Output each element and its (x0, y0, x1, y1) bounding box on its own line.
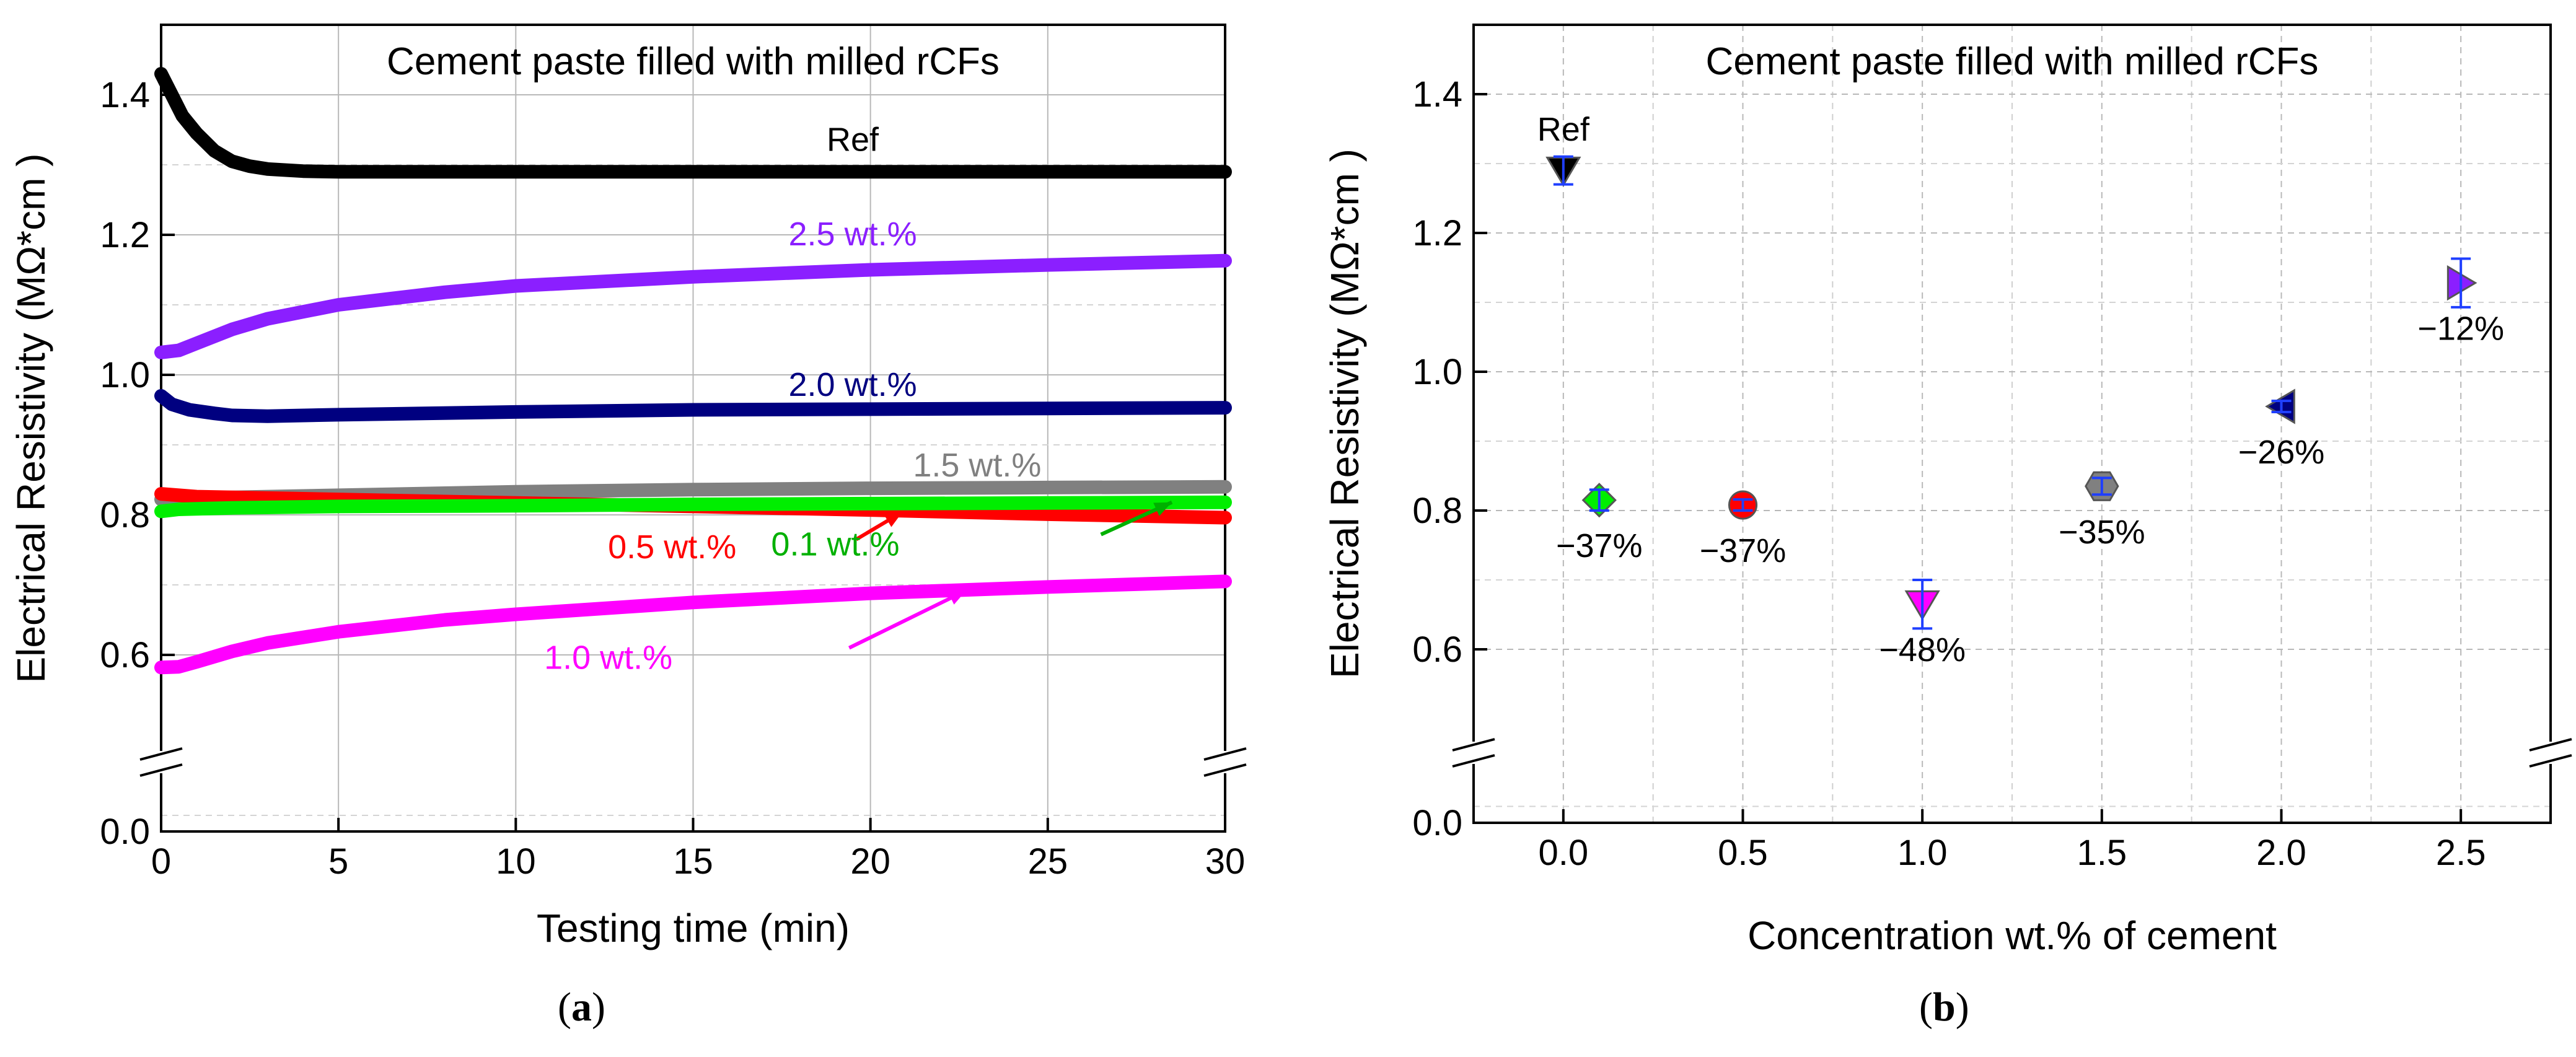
grid-b (1473, 24, 2551, 823)
y-tick-label: 1.2 (100, 215, 150, 255)
x-axis-label: Concentration wt.% of cement (1747, 913, 2277, 958)
chart-title: Cement paste filled with milled rCFs (387, 40, 1000, 83)
series-line-0-1-wt- (154, 495, 1232, 519)
axis-break-mark (1452, 754, 1495, 768)
y-tick-label: 0.8 (100, 495, 150, 535)
y-tick-label: 0.0 (100, 812, 150, 852)
y-axis-label: Electrical Resistivity (MΩ*cm ) (1322, 149, 1367, 678)
panel-a-caption-open: ( (558, 985, 571, 1030)
data-point: −48% (1879, 579, 1966, 669)
x-tick-label: 20 (850, 841, 890, 882)
panel-b-caption-open: ( (1919, 985, 1933, 1030)
axis-break-mark (1203, 763, 1247, 777)
annotation-label: Ref (827, 121, 879, 158)
annotation-arrowhead (884, 512, 903, 527)
panel-b-caption: (b) (1919, 984, 1969, 1031)
x-tick-label: 0.0 (1539, 833, 1589, 873)
y-tick-label: 1.2 (1412, 213, 1462, 253)
annotation-label: 1.5 wt.% (913, 447, 1041, 484)
series-line-2-0-wt- (154, 388, 1232, 423)
panel-a-caption-letter: a (571, 985, 592, 1030)
annotations: Ref 2.5 wt.% 2.0 wt.% 1.5 wt.% 0.5 wt.% 0.1 w… (544, 121, 1173, 677)
panel-a-caption-close: ) (591, 985, 605, 1030)
data-label: −37% (1556, 527, 1643, 564)
y-tick-label: 0.6 (100, 635, 150, 675)
axis-break-mark (139, 763, 183, 777)
y-tick-label: 0.0 (1412, 803, 1462, 843)
axis-break-mark (139, 747, 183, 761)
x-tick-label: 2.5 (2436, 833, 2486, 873)
x-axis-label: Testing time (min) (537, 906, 850, 950)
y-tick-label: 1.4 (1412, 74, 1462, 115)
x-tick-label: 1.5 (2077, 833, 2127, 873)
series-line-1-0-wt- (154, 574, 1232, 675)
grid-a (160, 24, 1226, 831)
panel-b-caption-close: ) (1955, 985, 1969, 1030)
annotation-label: 2.5 wt.% (789, 216, 917, 253)
y-tick-label: 1.4 (100, 75, 150, 115)
x-tick-label: 5 (328, 841, 348, 882)
annotation-arrow (848, 589, 967, 650)
x-tick-label: 0 (151, 841, 171, 882)
x-tick-label: 0.5 (1718, 833, 1768, 873)
panel-a: 0 5 10 15 20 25 30 0.0 0.6 0.8 1.0 1.2 1.4 Testing ti… (9, 24, 1247, 950)
x-tick-label: 10 (496, 841, 536, 882)
annotation-label: 0.5 wt.% (608, 528, 736, 566)
annotation-arrowhead (1153, 502, 1172, 516)
x-tick-label: 1.0 (1897, 833, 1948, 873)
annotation-label: 2.0 wt.% (789, 366, 917, 403)
chart-title: Cement paste filled with milled rCFs (1706, 40, 2319, 83)
data-label: −12% (2417, 310, 2504, 348)
y-tick-label: 1.0 (100, 355, 150, 395)
annotation-label: 1.0 wt.% (544, 639, 672, 677)
panel-a-caption: (a) (558, 984, 605, 1031)
data-point: −26% (2238, 388, 2325, 471)
series-line-2-5-wt- (154, 253, 1232, 359)
axis-break-b (1452, 738, 2572, 768)
plot-frame (1472, 24, 2552, 824)
y-tick-label: 0.8 (1412, 491, 1462, 531)
series-line-ref (154, 67, 1232, 179)
y-axis-label: Electrical Resistivity (MΩ*cm ) (9, 154, 53, 683)
panel-b-caption-letter: b (1932, 985, 1956, 1030)
data-label: Ref (1537, 111, 1590, 148)
data-label: −26% (2238, 434, 2325, 471)
x-tick-label: 15 (673, 841, 713, 882)
panel-b: 0.0 0.5 1.0 1.5 2.0 2.5 0.0 0.6 0.8 1.0 1.2 1.4 Conc… (1322, 24, 2572, 958)
data-label: −48% (1879, 631, 1966, 669)
series-group (154, 67, 1232, 675)
annotation-label: 0.1 wt.% (771, 526, 899, 563)
y-tick-label: 0.6 (1412, 629, 1462, 670)
data-label: −35% (2059, 514, 2145, 551)
data-label: −37% (1700, 532, 1787, 569)
axis-break-mark (1452, 738, 1495, 752)
data-point: −35% (2059, 471, 2145, 551)
x-tick-label: 2.0 (2256, 833, 2306, 873)
axis-break-mark (2529, 754, 2572, 768)
y-tick-label: 1.0 (1412, 352, 1462, 392)
x-tick-label: 25 (1028, 841, 1068, 882)
data-point: −37% (1556, 483, 1643, 564)
annotation-arrowhead (947, 590, 967, 605)
x-tick-label: 30 (1205, 841, 1246, 882)
axis-break-mark (2529, 738, 2572, 752)
axis-break-mark (1203, 747, 1247, 761)
axis-break-a (139, 747, 1247, 777)
points-group: Ref −37% −37% −48% −35% −26% −12% (1537, 111, 2504, 669)
data-point: −37% (1700, 490, 1787, 569)
data-point: −12% (2417, 257, 2504, 348)
data-point: Ref (1537, 111, 1590, 187)
